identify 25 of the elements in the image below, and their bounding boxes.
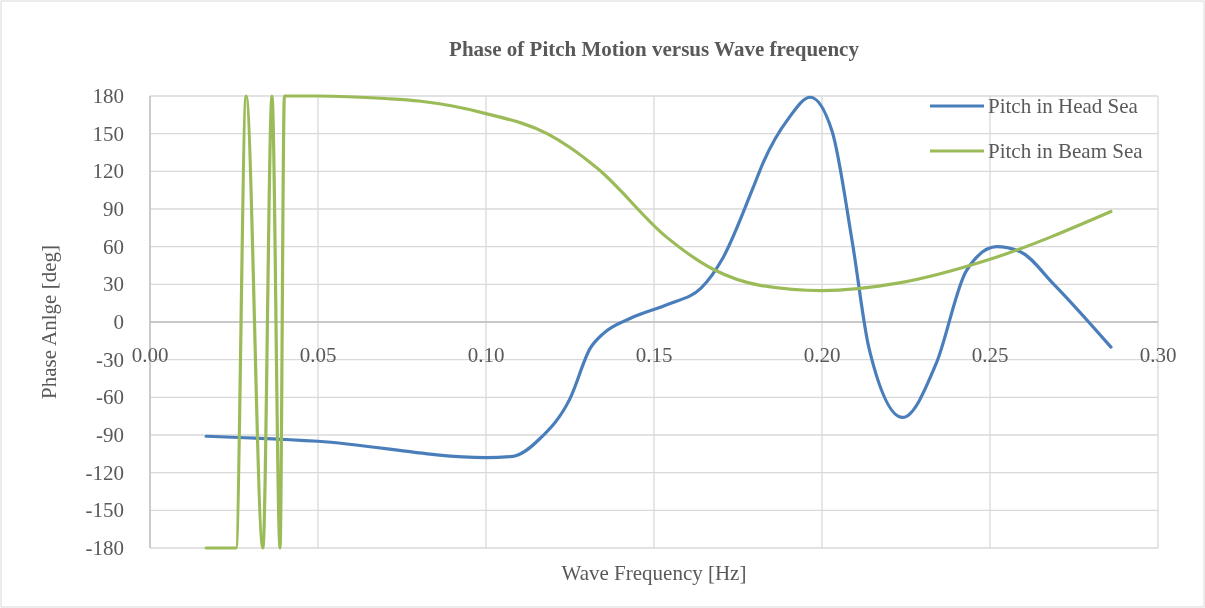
y-tick-label: 30 — [103, 272, 124, 297]
x-tick-label: 0.30 — [1139, 343, 1177, 367]
y-tick-label: -150 — [85, 498, 124, 523]
y-tick-label: -60 — [96, 385, 124, 410]
y-tick-label: 0 — [113, 310, 124, 334]
x-tick-label: 0.20 — [803, 343, 841, 367]
y-tick-label: 90 — [103, 197, 124, 221]
x-tick-label: 0.05 — [299, 343, 337, 367]
y-axis-title: Phase Anlge [deg] — [37, 245, 61, 399]
y-tick-label: 120 — [92, 159, 124, 184]
y-tick-label: -90 — [96, 423, 124, 447]
legend-label: Pitch in Head Sea — [988, 94, 1139, 118]
chart-title: Phase of Pitch Motion versus Wave frequency — [449, 37, 860, 61]
x-tick-label: 0.00 — [131, 343, 169, 367]
legend-label: Pitch in Beam Sea — [988, 139, 1144, 163]
x-axis-title: Wave Frequency [Hz] — [561, 561, 747, 585]
x-tick-label: 0.15 — [635, 343, 673, 367]
y-tick-label: 180 — [92, 84, 124, 108]
y-tick-label: -120 — [85, 460, 124, 485]
y-tick-label: -30 — [96, 347, 124, 372]
y-tick-label: -180 — [85, 536, 124, 560]
x-tick-label: 0.25 — [971, 343, 1009, 367]
x-tick-label: 0.10 — [467, 343, 505, 367]
y-tick-label: 60 — [103, 234, 124, 259]
y-tick-label: 150 — [92, 121, 124, 146]
